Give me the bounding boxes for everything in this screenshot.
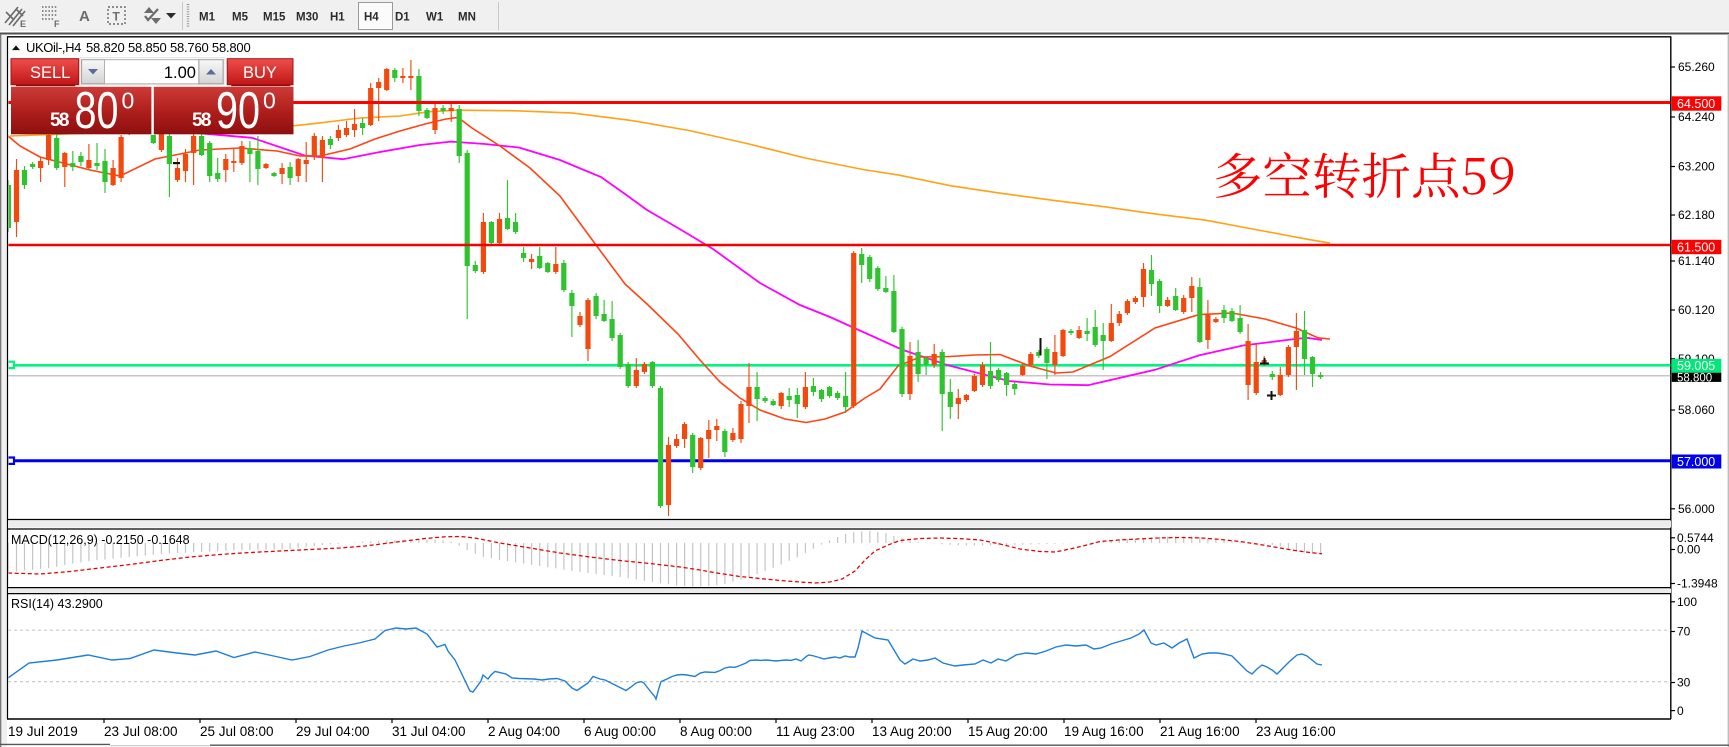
svg-text:58: 58 <box>50 110 70 131</box>
svg-text:M30: M30 <box>296 12 318 24</box>
svg-text:0: 0 <box>122 88 135 114</box>
svg-text:65.260: 65.260 <box>1678 60 1715 74</box>
svg-text:31 Jul 04:00: 31 Jul 04:00 <box>392 724 466 739</box>
svg-text:-1.3948: -1.3948 <box>1677 577 1718 591</box>
svg-text:19 Aug 16:00: 19 Aug 16:00 <box>1064 724 1144 739</box>
svg-text:80: 80 <box>75 82 119 140</box>
svg-text:30: 30 <box>1677 676 1691 690</box>
svg-text:13 Aug 20:00: 13 Aug 20:00 <box>872 724 952 739</box>
svg-text:M5: M5 <box>232 12 249 24</box>
svg-text:58.800: 58.800 <box>1677 373 1712 385</box>
svg-text:F: F <box>54 19 60 29</box>
svg-text:UKOil-,H4: UKOil-,H4 <box>26 40 81 55</box>
svg-text:21 Aug 16:00: 21 Aug 16:00 <box>1160 724 1240 739</box>
svg-text:0.5744: 0.5744 <box>1677 531 1714 545</box>
svg-text:H4: H4 <box>364 12 379 24</box>
svg-text:100: 100 <box>1677 595 1697 609</box>
svg-text:29 Jul 04:00: 29 Jul 04:00 <box>296 724 370 739</box>
svg-text:56.000: 56.000 <box>1678 502 1715 516</box>
svg-text:63.200: 63.200 <box>1678 160 1715 174</box>
svg-text:D1: D1 <box>395 12 410 24</box>
svg-text:6 Aug 00:00: 6 Aug 00:00 <box>584 724 656 739</box>
svg-text:MACD(12,26,9) -0.2150 -0.1648: MACD(12,26,9) -0.2150 -0.1648 <box>11 533 190 547</box>
svg-text:MN: MN <box>458 12 476 24</box>
svg-text:64.500: 64.500 <box>1677 97 1715 111</box>
svg-text:H1: H1 <box>330 12 345 24</box>
svg-text:58.060: 58.060 <box>1678 403 1715 417</box>
svg-text:23 Aug 16:00: 23 Aug 16:00 <box>1256 724 1336 739</box>
svg-text:58.820 58.850 58.760 58.800: 58.820 58.850 58.760 58.800 <box>86 40 250 55</box>
svg-text:A: A <box>79 8 90 25</box>
svg-text:0: 0 <box>1677 704 1684 718</box>
svg-text:RSI(14) 43.2900: RSI(14) 43.2900 <box>11 597 103 611</box>
svg-text:70: 70 <box>1677 625 1691 639</box>
svg-text:23 Jul 08:00: 23 Jul 08:00 <box>104 724 178 739</box>
svg-text:64.240: 64.240 <box>1678 110 1715 124</box>
svg-text:0.00: 0.00 <box>1677 543 1701 557</box>
svg-text:90: 90 <box>216 82 260 140</box>
svg-text:SELL: SELL <box>30 64 70 82</box>
svg-text:61.500: 61.500 <box>1677 240 1715 254</box>
svg-text:11 Aug 23:00: 11 Aug 23:00 <box>776 724 855 739</box>
svg-text:58: 58 <box>192 110 212 131</box>
svg-text:T: T <box>113 10 121 24</box>
svg-text:0: 0 <box>263 88 276 114</box>
svg-text:2 Aug 04:00: 2 Aug 04:00 <box>488 724 560 739</box>
svg-text:BUY: BUY <box>243 64 277 82</box>
svg-text:61.140: 61.140 <box>1678 254 1715 268</box>
svg-text:60.120: 60.120 <box>1678 303 1715 317</box>
svg-text:25 Jul 08:00: 25 Jul 08:00 <box>200 724 274 739</box>
svg-text:1.00: 1.00 <box>164 64 196 82</box>
svg-text:15 Aug 20:00: 15 Aug 20:00 <box>968 724 1048 739</box>
svg-text:57.000: 57.000 <box>1677 455 1715 469</box>
svg-text:M15: M15 <box>263 12 286 24</box>
svg-text:19 Jul 2019: 19 Jul 2019 <box>8 724 78 739</box>
svg-text:8 Aug 00:00: 8 Aug 00:00 <box>680 724 752 739</box>
svg-text:W1: W1 <box>426 12 444 24</box>
svg-text:M1: M1 <box>199 12 216 24</box>
svg-text:59.005: 59.005 <box>1677 359 1715 373</box>
svg-text:E: E <box>20 19 26 29</box>
svg-text:62.180: 62.180 <box>1678 208 1715 222</box>
